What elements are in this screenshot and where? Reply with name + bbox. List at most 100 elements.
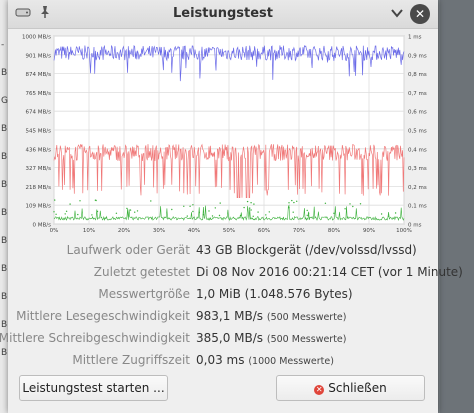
access-time-point: [324, 202, 327, 204]
access-time-point: [214, 207, 216, 209]
access-time-point: [307, 212, 310, 214]
y-left-tick-label: 218 MB/s: [26, 185, 52, 191]
access-time-point: [79, 200, 81, 202]
access-time-point: [344, 208, 346, 210]
access-time-point: [219, 202, 221, 204]
info-label: Laufwerk oder Gerät: [66, 243, 190, 257]
background-letter: B: [1, 236, 8, 246]
titlebar: Leistungstest ✕: [8, 0, 438, 29]
access-time-point: [65, 210, 68, 212]
access-time-point: [96, 210, 99, 213]
access-time-point: [69, 203, 71, 205]
access-time-point: [189, 205, 191, 207]
x-tick-label: 80%: [328, 228, 340, 234]
background-letter: B: [1, 68, 8, 78]
access-time-point: [265, 214, 267, 216]
y-right-tick-label: 0,2 ms: [408, 185, 427, 191]
background-letter: G: [1, 96, 8, 106]
access-time-point: [211, 215, 214, 217]
access-time-point: [387, 215, 390, 217]
info-label: Mittlere Lesegeschwindigkeit: [16, 309, 190, 323]
y-left-tick-label: 1000 MB/s: [22, 35, 51, 41]
info-note: (1000 Messwerte): [248, 356, 334, 367]
y-right-tick-label: 0,4 ms: [408, 147, 427, 153]
access-time-point: [115, 212, 118, 214]
y-right-tick-label: 0,5 ms: [408, 129, 427, 135]
chevron-down-icon[interactable]: [388, 5, 406, 23]
access-time-point: [293, 201, 295, 204]
y-left-tick-label: 109 MB/s: [26, 204, 52, 210]
access-time-point: [252, 215, 254, 217]
info-row-write-speed: Mittlere Schreibgeschwindigkeit 385,0 MB…: [0, 331, 438, 351]
access-time-point: [91, 214, 93, 216]
x-tick-label: 10%: [83, 228, 95, 234]
access-time-point: [250, 202, 252, 204]
access-time-point: [288, 202, 290, 204]
y-right-tick-label: 0,6 ms: [408, 110, 427, 116]
access-time-point: [77, 213, 79, 216]
x-tick-label: 60%: [258, 228, 270, 234]
access-time-point: [192, 210, 194, 213]
access-time-point: [394, 212, 397, 214]
x-tick-label: 20%: [118, 228, 130, 234]
x-tick-label: 90%: [363, 228, 375, 234]
access-time-point: [192, 204, 194, 206]
access-time-point: [171, 208, 173, 211]
close-icon[interactable]: ✕: [410, 4, 430, 24]
info-value: 43 GB Blockgerät (/dev/volssd/lvssd): [196, 243, 417, 257]
background-letter: B: [1, 124, 8, 134]
info-label: Zuletzt getestet: [93, 265, 190, 279]
access-time-point: [129, 209, 132, 211]
pin-icon[interactable]: [36, 5, 54, 23]
access-time-point: [352, 205, 354, 208]
access-time-point: [246, 200, 249, 203]
info-value: 0,03 ms (1000 Messwerte): [196, 353, 334, 367]
access-time-point: [208, 210, 210, 212]
y-left-tick-label: 545 MB/s: [26, 129, 52, 135]
y-right-tick-label: 0,7 ms: [408, 91, 427, 97]
y-left-tick-label: 901 MB/s: [26, 53, 52, 59]
access-time-point: [64, 213, 66, 215]
background-letter: B: [1, 208, 8, 218]
access-time-point: [239, 214, 242, 217]
access-time-point: [53, 211, 55, 213]
y-right-tick-label: 0,1 ms: [408, 204, 427, 210]
access-time-point: [349, 203, 351, 205]
y-right-tick-label: 0,8 ms: [408, 72, 427, 78]
y-left-tick-label: 874 MB/s: [26, 72, 52, 78]
access-time-point: [243, 206, 245, 209]
access-time-point: [150, 200, 152, 202]
background-letter: B: [1, 348, 8, 358]
background-letter: B: [1, 292, 8, 302]
y-left-tick-label: 327 MB/s: [26, 166, 52, 172]
background-letter: -: [1, 40, 5, 50]
disk-icon[interactable]: [14, 5, 32, 23]
window-title: Leistungstest: [172, 6, 274, 21]
access-time-point: [95, 199, 97, 202]
read-series-line: [53, 44, 405, 82]
close-button[interactable]: ✕ Schließen: [276, 375, 425, 401]
close-circle-icon: ✕: [314, 385, 325, 395]
y-right-tick-label: 1 ms: [408, 35, 422, 41]
background-letter: B: [1, 264, 8, 274]
x-tick-label: 100%: [396, 228, 412, 234]
start-benchmark-button[interactable]: Leistungstest starten ...: [19, 375, 168, 401]
info-row-access-time: Mittlere Zugriffszeit 0,03 ms (1000 Mess…: [8, 353, 438, 373]
background-letter: B: [1, 320, 8, 330]
info-value: Di 08 Nov 2016 00:21:14 CET (vor 1 Minut…: [196, 265, 463, 279]
info-note: (500 Messwerte): [266, 312, 347, 323]
write-series-line: [53, 143, 405, 199]
benchmark-chart: 1000 MB/s 1 ms 901 MB/s 0,9 ms 874 MB/s 0,8 m…: [22, 35, 427, 235]
y-left-tick-label: 674 MB/s: [26, 110, 52, 116]
access-time-point: [198, 211, 200, 214]
x-tick-label: 30%: [153, 228, 165, 234]
access-time-point: [183, 205, 185, 207]
info-label: Messwertgröße: [98, 287, 190, 301]
access-time-point: [333, 212, 335, 214]
access-time-point: [186, 215, 188, 217]
x-tick-label: 40%: [188, 228, 200, 234]
access-time-point: [249, 207, 251, 209]
y-left-tick-label: 436 MB/s: [26, 147, 52, 153]
y-right-tick-label: 0,9 ms: [408, 53, 427, 59]
info-label: Mittlere Schreibgeschwindigkeit: [0, 331, 190, 345]
